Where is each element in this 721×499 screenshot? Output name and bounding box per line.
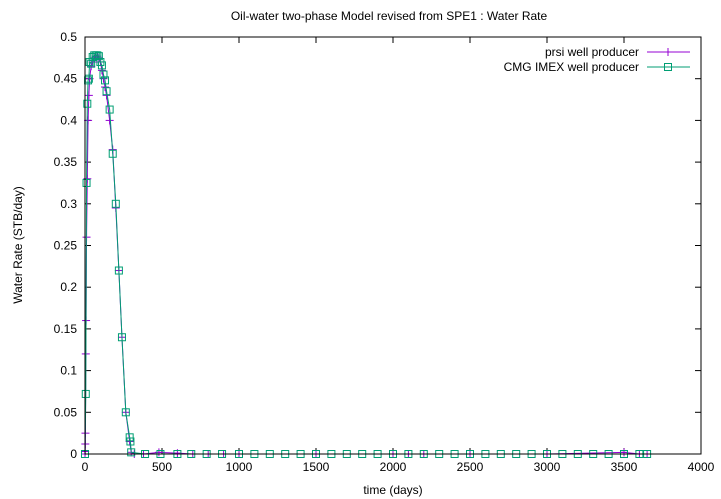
series-line — [84, 54, 648, 455]
data-point — [101, 76, 110, 85]
plot-frame — [84, 36, 702, 455]
y-tick-label: 0.3 — [60, 197, 77, 211]
data-point — [121, 408, 130, 417]
x-tick-label: 2000 — [380, 460, 407, 474]
x-tick-label: 1500 — [303, 460, 330, 474]
data-point — [620, 448, 628, 457]
y-tick-label: 0.45 — [54, 72, 78, 86]
y-tick-label: 0 — [70, 447, 77, 461]
y-tick-label: 0.35 — [54, 155, 78, 169]
x-tick-label: 2500 — [457, 460, 484, 474]
x-tick-label: 1000 — [226, 460, 253, 474]
data-point — [126, 437, 135, 446]
y-axis-title: Water Rate (STB/day) — [11, 186, 25, 304]
legend-label: prsi well producer — [545, 45, 639, 59]
series-layer — [81, 51, 652, 458]
data-point — [125, 433, 134, 442]
series-line — [84, 55, 648, 455]
series-1 — [81, 51, 652, 458]
y-tick-label: 0.05 — [54, 405, 78, 419]
legend-marker — [664, 48, 672, 56]
x-axis-title: time (days) — [363, 483, 422, 497]
data-point — [102, 87, 111, 96]
x-tick-label: 500 — [152, 460, 172, 474]
data-point — [127, 448, 136, 457]
data-point — [83, 99, 92, 108]
y-tick-label: 0.15 — [54, 322, 78, 336]
x-tick-label: 4000 — [688, 460, 715, 474]
data-point — [114, 266, 123, 275]
x-tick-label: 3500 — [611, 460, 638, 474]
data-point — [84, 91, 93, 100]
axis-ticks: 0 500 1000 1500 2000 2500 3000 3500 4000 0 0.05 0.1… — [54, 30, 715, 474]
y-tick-label: 0.5 — [60, 30, 77, 44]
data-point — [82, 178, 91, 187]
y-tick-label: 0.25 — [54, 239, 78, 253]
data-point — [154, 448, 163, 457]
legend-label: CMG IMEX well producer — [504, 60, 639, 74]
chart-title: Oil-water two-phase Model revised from S… — [231, 9, 548, 23]
data-point — [99, 70, 108, 79]
data-point — [94, 52, 103, 61]
y-tick-label: 0.2 — [60, 280, 77, 294]
data-point — [81, 389, 90, 398]
y-tick-label: 0.4 — [60, 113, 77, 127]
data-point — [97, 61, 106, 70]
data-point — [108, 149, 117, 158]
legend-marker — [664, 63, 672, 71]
x-tick-label: 3000 — [534, 460, 561, 474]
data-point — [101, 83, 110, 92]
x-tick-label: 0 — [82, 460, 89, 474]
data-point — [105, 116, 114, 125]
data-point — [105, 105, 114, 114]
data-point — [111, 199, 120, 208]
data-point — [117, 333, 126, 342]
y-tick-label: 0.1 — [60, 364, 77, 378]
series-0 — [81, 52, 652, 458]
